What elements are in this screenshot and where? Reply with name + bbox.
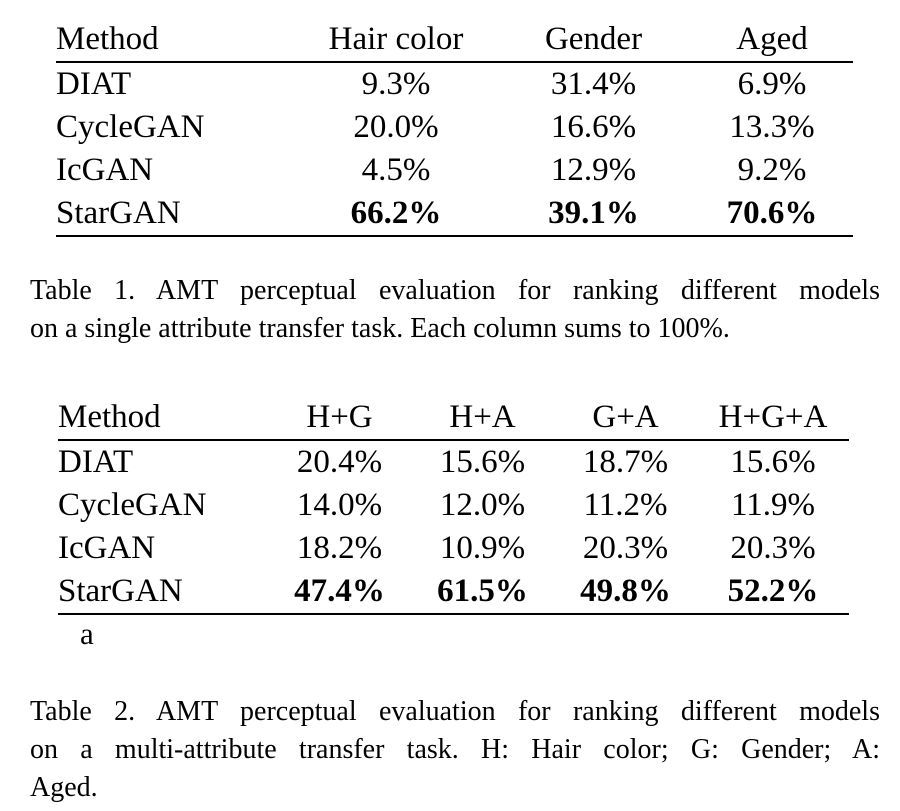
- value-cell: 20.4%: [296, 444, 383, 480]
- method-cell: DIAT: [56, 66, 132, 102]
- table-header-row: Method H+G H+A G+A H+G+A: [58, 396, 849, 440]
- value-cell: 6.9%: [737, 66, 807, 102]
- table1-caption: Table 1. AMT perceptual evaluation for r…: [30, 272, 880, 348]
- column-header: H+G+A: [718, 399, 828, 435]
- caption-line: Aged.: [30, 772, 98, 803]
- best-value-cell: 49.8%: [580, 573, 671, 609]
- best-value-cell: 61.5%: [437, 573, 528, 609]
- value-cell: 20.0%: [353, 109, 439, 145]
- best-value-cell: 52.2%: [727, 573, 819, 609]
- value-cell: 18.7%: [582, 444, 669, 480]
- table-row: IcGAN 4.5% 12.9% 9.2%: [56, 149, 853, 192]
- best-value-cell: 66.2%: [350, 195, 442, 231]
- value-cell: 11.9%: [730, 487, 815, 523]
- value-cell: 11.2%: [583, 487, 668, 523]
- method-cell: IcGAN: [58, 530, 156, 566]
- method-cell: CycleGAN: [56, 109, 205, 145]
- column-header: Aged: [736, 21, 808, 57]
- best-value-cell: 70.6%: [726, 195, 818, 231]
- table-row: CycleGAN 20.0% 16.6% 13.3%: [56, 106, 853, 149]
- caption-line: on a single attribute transfer task. Eac…: [30, 313, 730, 344]
- table-row: IcGAN 18.2% 10.9% 20.3% 20.3%: [58, 527, 849, 570]
- table2-caption: Table 2. AMT perceptual evaluation for r…: [30, 693, 880, 807]
- caption-line: Table 2. AMT perceptual evaluation for r…: [30, 696, 880, 727]
- table-single-attribute: Method Hair color Gender Aged DIAT 9.3% …: [56, 18, 853, 237]
- best-value-cell: 39.1%: [548, 195, 639, 231]
- value-cell: 9.3%: [361, 66, 431, 102]
- value-cell: 15.6%: [439, 444, 526, 480]
- value-cell: 20.3%: [730, 530, 816, 566]
- column-header: Gender: [544, 21, 643, 57]
- method-cell: CycleGAN: [58, 487, 207, 523]
- column-header: H+A: [449, 399, 516, 435]
- method-cell: StarGAN: [58, 573, 183, 609]
- value-cell: 14.0%: [296, 487, 383, 523]
- method-cell: StarGAN: [56, 195, 181, 231]
- column-header: Hair color: [328, 21, 464, 57]
- value-cell: 31.4%: [550, 66, 637, 102]
- column-header: Method: [56, 21, 159, 57]
- value-cell: 16.6%: [550, 109, 637, 145]
- method-cell: DIAT: [58, 444, 134, 480]
- best-value-cell: 47.4%: [294, 573, 385, 609]
- table-row-best: StarGAN 66.2% 39.1% 70.6%: [56, 192, 853, 236]
- value-cell: 18.2%: [296, 530, 383, 566]
- value-cell: 4.5%: [361, 152, 431, 188]
- value-cell: 12.9%: [550, 152, 637, 188]
- value-cell: 9.2%: [737, 152, 807, 188]
- value-cell: 12.0%: [439, 487, 526, 523]
- method-cell: IcGAN: [56, 152, 154, 188]
- table-row: DIAT 9.3% 31.4% 6.9%: [56, 62, 853, 106]
- table2-footnote: a: [80, 616, 94, 651]
- value-cell: 15.6%: [730, 444, 816, 480]
- value-cell: 20.3%: [582, 530, 669, 566]
- column-header: H+G: [306, 399, 373, 435]
- caption-line: on a multi-attribute transfer task. H: H…: [30, 734, 880, 765]
- column-header: Method: [58, 399, 161, 435]
- column-header: G+A: [592, 399, 659, 435]
- caption-line: Table 1. AMT perceptual evaluation for r…: [30, 275, 880, 306]
- table-row-best: StarGAN 47.4% 61.5% 49.8% 52.2%: [58, 570, 849, 614]
- table-row: DIAT 20.4% 15.6% 18.7% 15.6%: [58, 440, 849, 484]
- value-cell: 10.9%: [439, 530, 526, 566]
- table-row: CycleGAN 14.0% 12.0% 11.2% 11.9%: [58, 484, 849, 527]
- table-header-row: Method Hair color Gender Aged: [56, 18, 853, 62]
- value-cell: 13.3%: [729, 109, 815, 145]
- table-multi-attribute: Method H+G H+A G+A H+G+A DIAT 20.4% 15.6…: [58, 396, 849, 615]
